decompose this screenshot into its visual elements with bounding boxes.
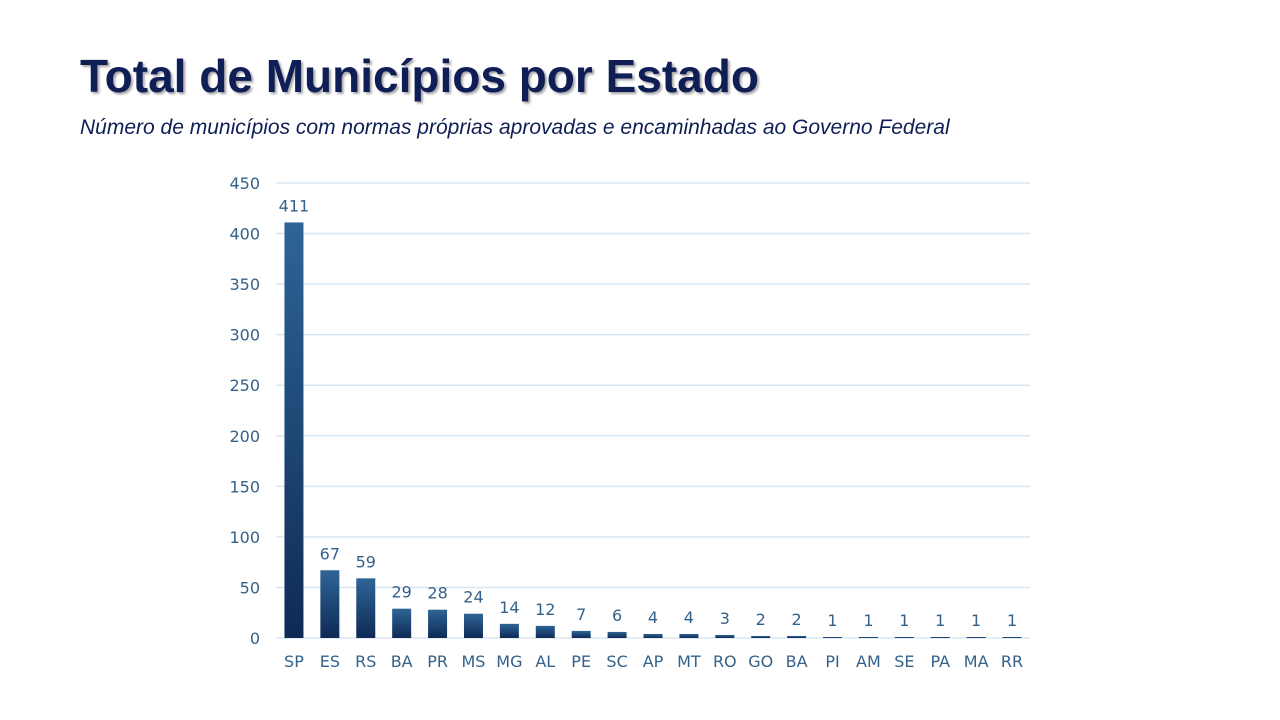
bar [930,636,950,638]
data-label: 4 [648,608,658,627]
data-label: 28 [427,584,447,603]
bar [499,623,519,638]
bar [787,635,807,638]
x-tick-label: AL [535,652,555,671]
bar [356,578,376,638]
x-tick-label: SC [606,652,627,671]
data-label: 67 [320,544,340,563]
y-tick-label: 300 [229,326,260,345]
x-tick-label: BA [786,652,808,671]
y-tick-label: 450 [229,174,260,193]
data-label: 3 [720,609,730,628]
x-tick-label: SE [894,652,914,671]
x-tick-label: PE [571,652,591,671]
data-label: 29 [391,583,411,602]
y-tick-label: 150 [229,477,260,496]
data-labels: 411 67 59 29 28 24 14 12 7 6 4 4 3 2 2 1 1 1 1 1 1 [279,196,1017,630]
x-tick-label: BA [391,652,413,671]
y-tick-label: 400 [229,225,260,244]
data-label: 2 [756,610,766,629]
bar [679,633,699,638]
data-label: 1 [1007,611,1017,630]
bar [607,631,627,638]
bar [428,609,448,638]
data-label: 411 [279,196,310,215]
bar [715,634,735,638]
x-tick-label: RR [1001,652,1023,671]
x-tick-label: RS [355,652,376,671]
x-axis: SP ES RS BA PR MS MG AL PE SC AP MT RO GO BA PI AM SE PA MA… [284,652,1023,671]
bar [858,636,878,638]
y-axis: 0 50 100 150 200 250 300 350 400 450 [229,174,260,648]
slide-title: Total de Municípios por Estado [80,50,759,102]
x-tick-label: MA [964,652,989,671]
bar [643,633,663,638]
x-tick-label: PA [930,652,950,671]
y-tick-label: 50 [240,578,260,597]
x-tick-label: GO [748,652,773,671]
x-tick-label: RO [713,652,737,671]
x-tick-label: ES [320,652,340,671]
y-tick-label: 250 [229,376,260,395]
x-tick-label: MS [461,652,485,671]
bar [535,625,555,638]
data-label: 2 [792,610,802,629]
data-label: 1 [971,611,981,630]
x-tick-label: PI [825,652,839,671]
y-tick-label: 100 [229,528,260,547]
data-label: 4 [684,608,694,627]
x-tick-label: PR [427,652,448,671]
bar [823,636,843,638]
bar [571,630,591,638]
y-tick-label: 350 [229,275,260,294]
bar [320,570,340,638]
data-label: 1 [827,611,837,630]
bar [392,608,412,638]
grid-layer [276,182,1030,639]
y-tick-label: 200 [229,427,260,446]
bar [284,222,304,638]
x-tick-label: MG [496,652,522,671]
data-label: 14 [499,598,519,617]
data-label: 1 [863,611,873,630]
bars [284,222,1022,638]
bar [894,636,914,638]
data-label: 6 [612,606,622,625]
bar [751,635,771,638]
data-label: 1 [935,611,945,630]
bar [966,636,986,638]
bar [463,613,483,638]
y-tick-label: 0 [250,629,260,648]
data-label: 24 [463,588,483,607]
data-label: 7 [576,605,586,624]
x-tick-label: MT [677,652,701,671]
data-label: 1 [899,611,909,630]
data-label: 12 [535,600,555,619]
x-tick-label: AP [643,652,664,671]
slide-subtitle: Número de municípios com normas próprias… [80,116,950,139]
x-tick-label: AM [856,652,881,671]
bar [1002,636,1022,638]
x-tick-label: SP [284,652,304,671]
data-label: 59 [356,552,376,571]
